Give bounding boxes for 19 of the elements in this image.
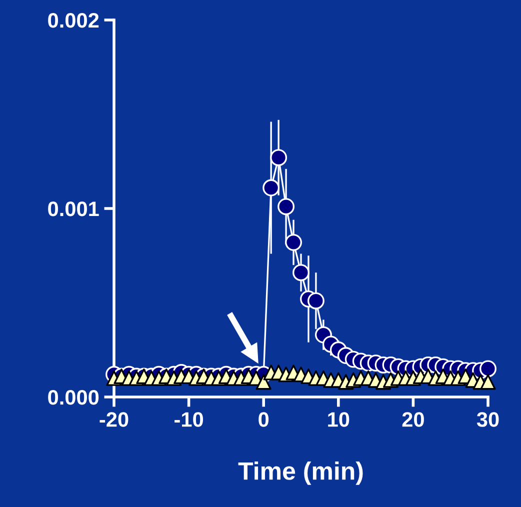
point bbox=[262, 179, 280, 196]
x-tick-label: 20 bbox=[402, 412, 424, 427]
point bbox=[480, 360, 496, 378]
point bbox=[278, 198, 295, 216]
x-axis-title: Time (min) bbox=[238, 462, 363, 485]
x-tick-label: 30 bbox=[476, 412, 499, 427]
y-tick-label: 0.002 bbox=[48, 13, 99, 28]
point bbox=[270, 149, 288, 166]
point bbox=[480, 374, 496, 390]
x-tick-label: -20 bbox=[100, 412, 128, 427]
point bbox=[307, 292, 324, 310]
x-tick-label: 0 bbox=[258, 412, 269, 427]
x-tick-label: 10 bbox=[328, 412, 350, 427]
y-tick-label: 0.001 bbox=[48, 202, 99, 216]
y-tick-label: 0.000 bbox=[48, 390, 99, 405]
x-tick-label: -10 bbox=[174, 412, 204, 427]
point bbox=[256, 374, 272, 390]
point bbox=[292, 264, 310, 282]
point bbox=[285, 234, 302, 251]
